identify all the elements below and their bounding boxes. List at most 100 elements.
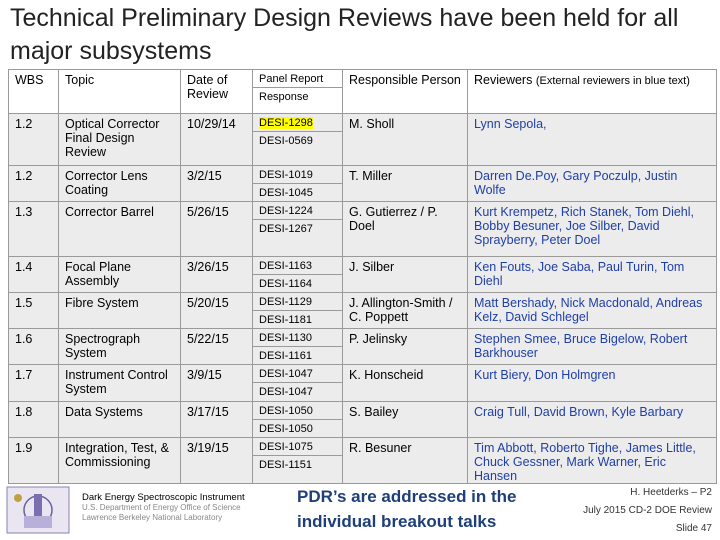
row-reviewers: Tim Abbott, Roberto Tighe, James Little,…	[467, 437, 717, 484]
header-responsible: Responsible Person	[342, 69, 468, 114]
table-row: 1.5 Fibre System 5/20/15 DESI-1129 DESI-1181…	[8, 292, 717, 329]
footer-institution-block: Dark Energy Spectroscopic Instrument U.S…	[82, 492, 292, 523]
header-reviewers-label: Reviewers	[474, 73, 533, 87]
header-reviewers-note: (External reviewers in blue text)	[535, 75, 690, 87]
row-reviewers-external: Lynn Sepola,	[474, 117, 547, 131]
row-reviewers: Kurt Krempetz, Rich Stanek, Tom Diehl, B…	[467, 201, 717, 257]
row-wbs: 1.2	[8, 113, 59, 166]
header-topic: Topic	[58, 69, 181, 114]
breakout-message: PDR’s are addressed in the individual br…	[297, 487, 517, 531]
row-date: 5/22/15	[180, 328, 253, 365]
row-panel: DESI-1298 DESI-0569	[252, 113, 343, 166]
row-response: DESI-1164	[253, 274, 342, 292]
row-date: 3/9/15	[180, 364, 253, 402]
desi-logo-icon	[6, 486, 70, 534]
footer-doe: U.S. Department of Energy Office of Scie…	[82, 503, 241, 512]
footer-slide-info: H. Heetderks – P2 July 2015 CD-2 DOE Rev…	[552, 484, 712, 538]
footer-event: July 2015 CD-2 DOE Review	[583, 505, 712, 516]
row-date: 10/29/14	[180, 113, 253, 166]
row-response: DESI-1267	[253, 219, 342, 237]
row-topic: Corrector Lens Coating	[58, 165, 181, 202]
row-panel-report-id: DESI-1298	[259, 117, 313, 129]
row-reviewers: Darren De.Poy, Gary Poczulp, Justin Wolf…	[467, 165, 717, 202]
row-wbs: 1.2	[8, 165, 59, 202]
row-panel-report: DESI-1019	[254, 167, 342, 184]
table-row: 1.6 Spectrograph System 5/22/15 DESI-1130 DE…	[8, 328, 717, 365]
row-reviewers-external: Craig Tull, David Brown, Kyle Barbary	[474, 405, 684, 419]
row-reviewers: Lynn Sepola,	[467, 113, 717, 166]
row-wbs: 1.9	[8, 437, 59, 484]
row-topic: Instrument Control System	[58, 364, 181, 402]
row-panel-report: DESI-1047	[254, 366, 342, 383]
footer-presenter: H. Heetderks – P2	[630, 487, 712, 498]
row-panel: DESI-1224 DESI-1267	[252, 201, 343, 257]
row-response: DESI-1161	[253, 346, 342, 364]
row-wbs: 1.7	[8, 364, 59, 402]
row-panel-report: DESI-1130	[254, 330, 342, 347]
header-reviewers: Reviewers (External reviewers in blue te…	[467, 69, 717, 114]
row-reviewers-external: Stephen Smee, Bruce Bigelow, Robert Bark…	[474, 332, 688, 360]
row-panel: DESI-1019 DESI-1045	[252, 165, 343, 202]
row-reviewers: Craig Tull, David Brown, Kyle Barbary	[467, 401, 717, 438]
row-topic: Integration, Test, & Commissioning	[58, 437, 181, 484]
table-header-row: WBS Topic Date of Review Panel Report Re…	[8, 69, 717, 114]
row-panel: DESI-1075 DESI-1151	[252, 437, 343, 484]
row-panel: DESI-1047 DESI-1047	[252, 364, 343, 402]
row-responsible: J. Allington-Smith / C. Poppett	[342, 292, 468, 329]
row-response: DESI-1151	[253, 455, 342, 473]
row-wbs: 1.5	[8, 292, 59, 329]
row-panel-report-id: DESI-1224	[259, 205, 313, 217]
pdr-table: WBS Topic Date of Review Panel Report Re…	[8, 69, 717, 484]
row-reviewers-external: Kurt Biery, Don Holmgren	[474, 368, 616, 382]
row-panel-report: DESI-1163	[254, 258, 342, 275]
row-responsible: S. Bailey	[342, 401, 468, 438]
header-response: Response	[253, 87, 342, 105]
row-panel-report-id: DESI-1129	[259, 296, 312, 308]
header-wbs: WBS	[8, 69, 59, 114]
row-responsible: K. Honscheid	[342, 364, 468, 402]
row-topic: Fibre System	[58, 292, 181, 329]
row-panel-report: DESI-1075	[254, 439, 342, 456]
header-panel-report: Panel Report	[259, 73, 324, 85]
footer-slide-number: Slide 47	[675, 523, 712, 534]
footer-lbnl: Lawrence Berkeley National Laboratory	[82, 513, 223, 522]
row-panel: DESI-1130 DESI-1161	[252, 328, 343, 365]
row-date: 5/20/15	[180, 292, 253, 329]
table-row: 1.2 Optical Corrector Final Design Review…	[8, 113, 717, 166]
row-topic: Corrector Barrel	[58, 201, 181, 257]
row-panel-report: DESI-1298	[254, 115, 342, 132]
row-reviewers-external: Matt Bershady, Nick Macdonald, Andreas K…	[474, 296, 703, 324]
table-row: 1.8 Data Systems 3/17/15 DESI-1050 DESI-1050…	[8, 401, 717, 438]
row-panel-report-id: DESI-1019	[259, 169, 313, 181]
table-row: 1.7 Instrument Control System 3/9/15 DESI-1…	[8, 364, 717, 402]
row-wbs: 1.6	[8, 328, 59, 365]
row-responsible: R. Besuner	[342, 437, 468, 484]
row-reviewers: Matt Bershady, Nick Macdonald, Andreas K…	[467, 292, 717, 329]
row-panel-report: DESI-1224	[254, 203, 342, 220]
row-reviewers-external: Darren De.Poy, Gary Poczulp, Justin Wolf…	[474, 169, 678, 197]
row-panel-report-id: DESI-1047	[259, 368, 313, 380]
row-panel-report-id: DESI-1050	[259, 405, 313, 417]
row-panel-report-id: DESI-1163	[259, 260, 312, 272]
row-responsible: J. Silber	[342, 256, 468, 293]
table-row: 1.3 Corrector Barrel 5/26/15 DESI-1224 DESI-…	[8, 201, 717, 257]
row-reviewers: Kurt Biery, Don Holmgren	[467, 364, 717, 402]
row-reviewers: Stephen Smee, Bruce Bigelow, Robert Bark…	[467, 328, 717, 365]
row-responsible: P. Jelinsky	[342, 328, 468, 365]
row-reviewers-external: Kurt Krempetz, Rich Stanek, Tom Diehl, B…	[474, 205, 694, 247]
row-topic: Data Systems	[58, 401, 181, 438]
row-date: 3/19/15	[180, 437, 253, 484]
row-panel: DESI-1050 DESI-1050	[252, 401, 343, 438]
row-responsible: M. Sholl	[342, 113, 468, 166]
table-row: 1.9 Integration, Test, & Commissioning 3/1…	[8, 437, 717, 484]
row-wbs: 1.8	[8, 401, 59, 438]
row-topic: Optical Corrector Final Design Review	[58, 113, 181, 166]
row-panel-report: DESI-1050	[254, 403, 342, 420]
row-panel-report-id: DESI-1075	[259, 441, 313, 453]
table-row: 1.4 Focal Plane Assembly 3/26/15 DESI-1163 D…	[8, 256, 717, 293]
footer-institution: Dark Energy Spectroscopic Instrument	[82, 492, 245, 503]
row-wbs: 1.4	[8, 256, 59, 293]
row-wbs: 1.3	[8, 201, 59, 257]
row-response: DESI-1045	[253, 183, 342, 201]
row-date: 3/17/15	[180, 401, 253, 438]
